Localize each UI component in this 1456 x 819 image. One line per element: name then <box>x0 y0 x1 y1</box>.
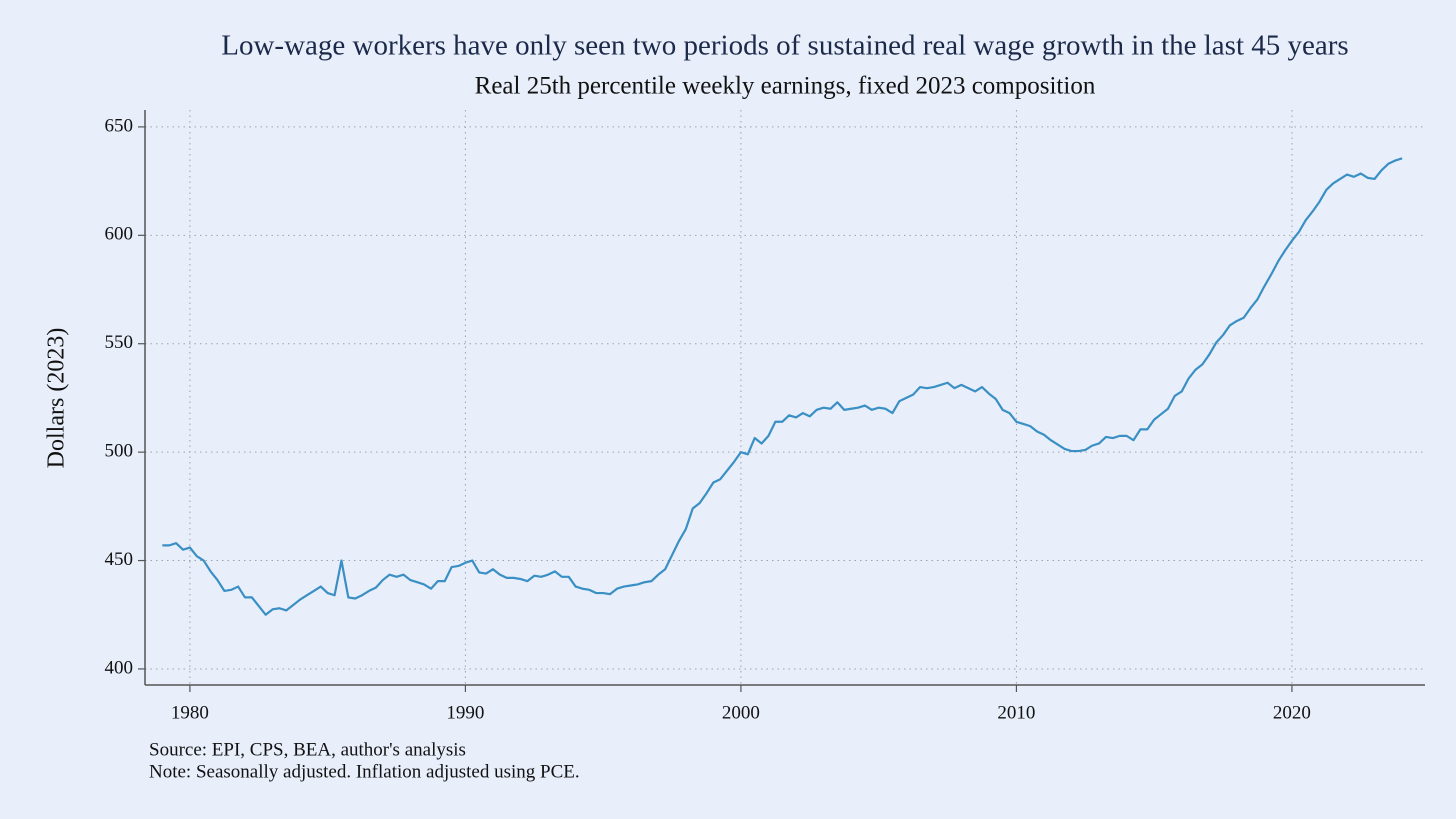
note: Note: Seasonally adjusted. Inflation adj… <box>149 761 580 782</box>
source-note: Source: EPI, CPS, BEA, author's analysis <box>149 739 466 760</box>
y-tick-label: 600 <box>105 224 134 245</box>
chart-title: Low-wage workers have only seen two peri… <box>221 30 1348 62</box>
data-line <box>162 157 1403 616</box>
x-tick-label: 1990 <box>446 702 484 723</box>
x-tick-label: 2020 <box>1273 702 1311 723</box>
y-tick-label: 450 <box>105 549 134 570</box>
y-tick-label: 400 <box>105 657 134 678</box>
y-tick-label: 500 <box>105 440 134 461</box>
chart-subtitle: Real 25th percentile weekly earnings, fi… <box>475 73 1096 100</box>
y-axis-title: Dollars (2023) <box>44 328 70 469</box>
x-tick-label: 2000 <box>722 702 760 723</box>
y-tick-label: 650 <box>105 115 134 136</box>
x-tick-label: 2010 <box>997 702 1035 723</box>
y-tick-label: 550 <box>105 332 134 353</box>
x-tick-label: 1980 <box>171 702 209 723</box>
